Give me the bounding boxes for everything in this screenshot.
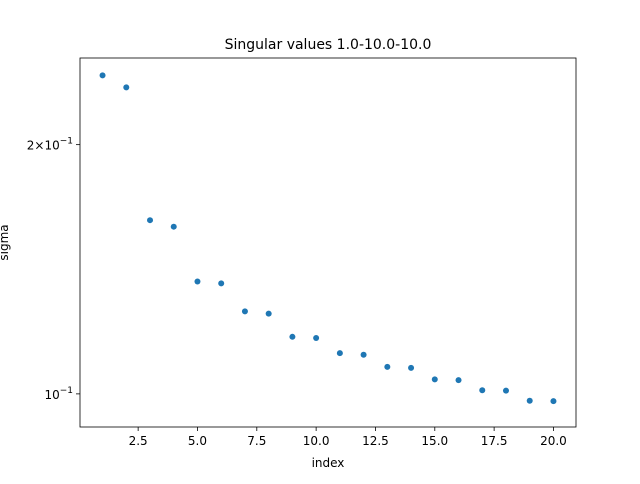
x-tick-label: 5.0: [188, 434, 207, 448]
data-point: [408, 364, 415, 371]
data-point: [265, 310, 272, 317]
data-point: [479, 387, 486, 394]
plot-frame: [79, 57, 577, 428]
x-tick-label: 20.0: [540, 434, 567, 448]
x-tick-label: 17.5: [481, 434, 508, 448]
data-point: [550, 398, 557, 405]
y-tick-label: 10−1: [44, 386, 73, 402]
data-point: [289, 333, 296, 340]
data-point: [194, 278, 201, 285]
x-tick-label: 7.5: [247, 434, 266, 448]
data-point: [360, 351, 367, 358]
x-tick-label: 10.0: [303, 434, 330, 448]
data-points: [99, 72, 557, 405]
axis-ticks: 2.5 5.0 7.5 10.0 12.5 15.0 17.5 20.0 10−1 2×10−1: [27, 137, 567, 448]
x-tick-label: 2.5: [129, 434, 148, 448]
x-tick-label: 12.5: [362, 434, 389, 448]
data-point: [431, 376, 438, 383]
data-point: [455, 377, 462, 384]
data-point: [313, 335, 320, 342]
data-point: [336, 350, 343, 357]
data-point: [99, 72, 106, 79]
data-point: [170, 223, 177, 230]
y-axis-label: sigma: [0, 224, 11, 260]
data-point: [384, 363, 391, 370]
chart-title: Singular values 1.0-10.0-10.0: [225, 37, 432, 53]
x-axis-label: index: [312, 456, 345, 470]
x-tick-label: 15.0: [421, 434, 448, 448]
data-point: [241, 308, 248, 315]
data-point: [123, 84, 130, 91]
y-tick-label: 2×10−1: [27, 137, 73, 153]
data-point: [147, 217, 154, 224]
data-point: [502, 387, 509, 394]
data-point: [526, 397, 533, 404]
data-point: [218, 280, 225, 287]
